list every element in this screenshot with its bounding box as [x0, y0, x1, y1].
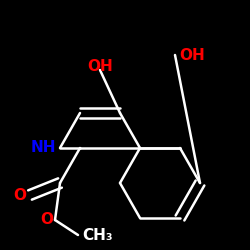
Text: OH: OH [179, 48, 205, 62]
Text: O: O [40, 212, 53, 228]
Text: CH₃: CH₃ [82, 228, 112, 242]
Text: NH: NH [30, 140, 56, 156]
Text: O: O [13, 188, 26, 202]
Text: OH: OH [87, 59, 113, 74]
